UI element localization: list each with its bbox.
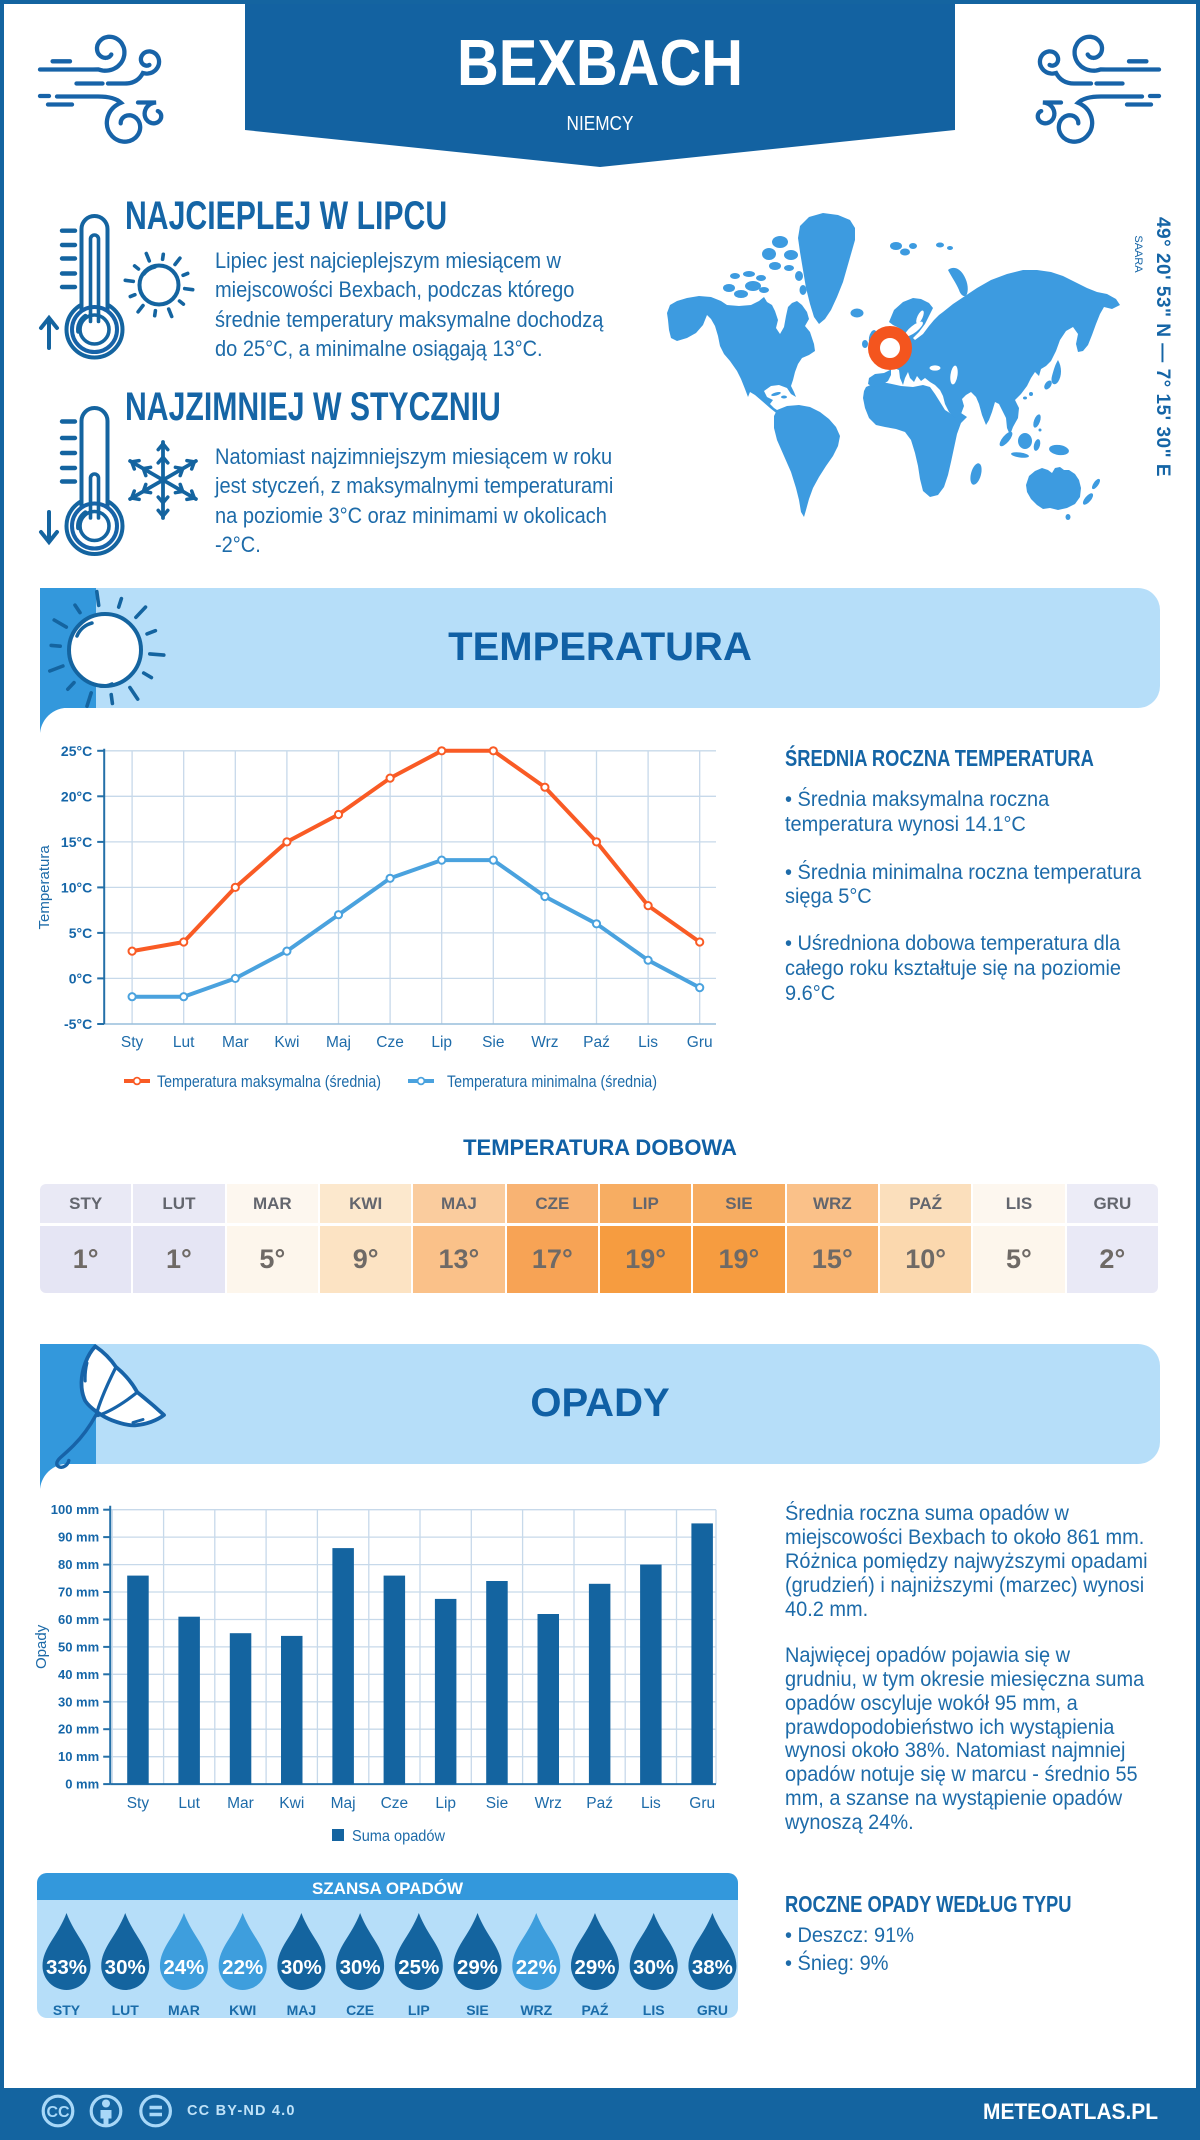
svg-text:30 mm: 30 mm — [58, 1694, 99, 1709]
svg-text:Temperatura: Temperatura — [36, 845, 53, 930]
svg-text:Maj: Maj — [326, 1034, 351, 1051]
svg-text:STY: STY — [53, 2002, 81, 2018]
svg-text:MAJ: MAJ — [287, 2002, 317, 2018]
svg-text:29%: 29% — [457, 1956, 498, 1979]
svg-text:5°C: 5°C — [69, 925, 93, 941]
svg-text:25°C: 25°C — [61, 743, 92, 759]
svg-text:10 mm: 10 mm — [58, 1749, 99, 1764]
svg-text:Maj: Maj — [331, 1795, 356, 1812]
svg-text:Paź: Paź — [583, 1034, 610, 1051]
svg-text:100 mm: 100 mm — [51, 1502, 99, 1517]
svg-text:Sty: Sty — [121, 1034, 144, 1051]
svg-text:25%: 25% — [398, 1956, 439, 1979]
svg-text:70 mm: 70 mm — [58, 1585, 99, 1600]
svg-text:Mar: Mar — [227, 1795, 254, 1812]
svg-text:30%: 30% — [340, 1956, 381, 1979]
svg-text:-5°C: -5°C — [64, 1016, 92, 1032]
svg-text:0 mm: 0 mm — [65, 1777, 99, 1792]
svg-text:40 mm: 40 mm — [58, 1667, 99, 1682]
svg-text:GRU: GRU — [697, 2002, 728, 2018]
svg-text:Lis: Lis — [641, 1795, 661, 1812]
svg-text:24%: 24% — [163, 1956, 204, 1979]
svg-text:Gru: Gru — [687, 1034, 713, 1051]
svg-text:60 mm: 60 mm — [58, 1612, 99, 1627]
svg-text:Cze: Cze — [381, 1795, 409, 1812]
svg-text:22%: 22% — [222, 1956, 263, 1979]
svg-text:LIS: LIS — [643, 2002, 665, 2018]
svg-text:MAR: MAR — [168, 2002, 200, 2018]
svg-text:Mar: Mar — [222, 1034, 249, 1051]
svg-text:29%: 29% — [574, 1956, 615, 1979]
svg-text:20 mm: 20 mm — [58, 1722, 99, 1737]
svg-text:0°C: 0°C — [69, 970, 93, 986]
svg-text:20°C: 20°C — [61, 788, 92, 804]
svg-text:LIP: LIP — [408, 2002, 430, 2018]
svg-text:Cze: Cze — [376, 1034, 404, 1051]
svg-text:Sie: Sie — [482, 1034, 504, 1051]
svg-text:Gru: Gru — [689, 1795, 715, 1812]
svg-text:Sie: Sie — [486, 1795, 508, 1812]
svg-text:Temperatura minimalna (średnia: Temperatura minimalna (średnia) — [447, 1073, 657, 1091]
svg-text:Sty: Sty — [127, 1795, 150, 1812]
svg-text:Wrz: Wrz — [531, 1034, 558, 1051]
svg-text:Lut: Lut — [173, 1034, 195, 1051]
svg-text:WRZ: WRZ — [520, 2002, 552, 2018]
svg-text:80 mm: 80 mm — [58, 1557, 99, 1572]
svg-text:33%: 33% — [46, 1956, 87, 1979]
svg-text:90 mm: 90 mm — [58, 1530, 99, 1545]
svg-text:Lut: Lut — [178, 1795, 200, 1812]
svg-text:Kwi: Kwi — [279, 1795, 304, 1812]
svg-text:Kwi: Kwi — [274, 1034, 299, 1051]
svg-text:KWI: KWI — [229, 2002, 256, 2018]
svg-text:Temperatura maksymalna (średni: Temperatura maksymalna (średnia) — [157, 1073, 381, 1091]
svg-text:Opady: Opady — [33, 1624, 50, 1669]
svg-text:50 mm: 50 mm — [58, 1639, 99, 1654]
svg-text:38%: 38% — [692, 1956, 733, 1979]
svg-text:30%: 30% — [281, 1956, 322, 1979]
svg-text:LUT: LUT — [112, 2002, 140, 2018]
svg-text:30%: 30% — [633, 1956, 674, 1979]
svg-text:22%: 22% — [516, 1956, 557, 1979]
svg-text:CC: CC — [46, 2104, 70, 2121]
svg-text:SIE: SIE — [466, 2002, 489, 2018]
svg-text:Lis: Lis — [638, 1034, 658, 1051]
svg-text:30%: 30% — [105, 1956, 146, 1979]
svg-text:Lip: Lip — [431, 1034, 452, 1051]
svg-text:CZE: CZE — [346, 2002, 374, 2018]
svg-text:Lip: Lip — [435, 1795, 456, 1812]
svg-text:10°C: 10°C — [61, 879, 92, 895]
svg-text:PAŹ: PAŹ — [582, 2002, 609, 2018]
svg-text:Suma opadów: Suma opadów — [352, 1828, 445, 1845]
svg-text:15°C: 15°C — [61, 834, 92, 850]
svg-text:Wrz: Wrz — [535, 1795, 562, 1812]
svg-text:Paź: Paź — [586, 1795, 613, 1812]
